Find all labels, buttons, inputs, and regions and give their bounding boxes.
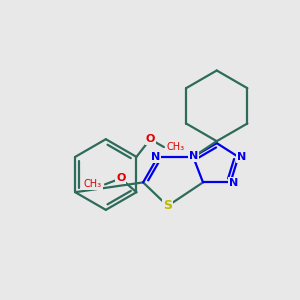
Text: N: N <box>189 151 198 161</box>
Text: N: N <box>229 178 238 188</box>
Text: N: N <box>151 152 160 162</box>
Text: N: N <box>237 152 246 162</box>
Text: CH₃: CH₃ <box>84 179 102 189</box>
Text: CH₃: CH₃ <box>167 142 185 152</box>
Text: O: O <box>116 173 125 184</box>
Text: O: O <box>146 134 155 144</box>
Text: S: S <box>163 200 172 212</box>
